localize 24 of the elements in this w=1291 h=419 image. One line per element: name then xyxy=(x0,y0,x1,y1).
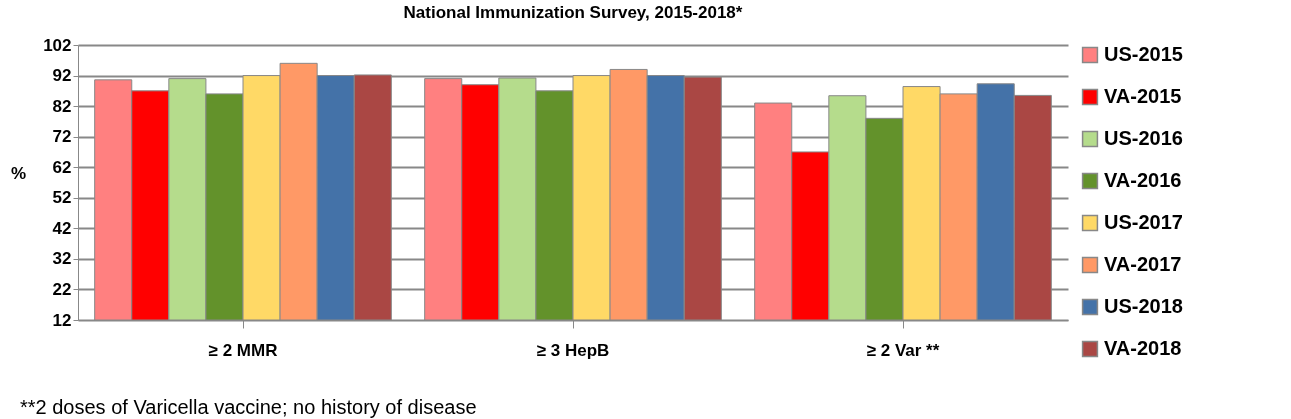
y-tick-label: 12 xyxy=(52,310,72,330)
legend-label: US-2017 xyxy=(1104,211,1183,233)
chart-title: National Immunization Survey, 2015-2018* xyxy=(403,3,743,22)
y-tick-label: 62 xyxy=(52,157,72,177)
x-tick-label: ≥ 2 Var ** xyxy=(866,340,940,360)
y-tick-label: 32 xyxy=(52,249,72,269)
y-axis-title: % xyxy=(10,163,27,183)
legend-label: VA-2015 xyxy=(1104,85,1182,107)
legend-label: VA-2016 xyxy=(1104,169,1182,191)
legend-label: US-2018 xyxy=(1104,295,1183,317)
y-tick-label: 52 xyxy=(52,188,72,208)
legend-label: VA-2017 xyxy=(1104,253,1182,275)
y-tick-label: 42 xyxy=(52,218,72,238)
legend-label: US-2015 xyxy=(1104,43,1183,65)
x-tick-label: ≥ 3 HepB xyxy=(536,340,610,360)
y-tick-label: 102 xyxy=(43,35,72,55)
y-tick-label: 72 xyxy=(52,127,72,147)
legend-label: VA-2018 xyxy=(1104,337,1182,359)
legend-label: US-2016 xyxy=(1104,127,1183,149)
y-tick-label: 82 xyxy=(52,96,72,116)
y-tick-label: 22 xyxy=(52,279,72,299)
y-tick-label: 92 xyxy=(52,66,72,86)
x-tick-label: ≥ 2 MMR xyxy=(208,340,278,360)
text: **2 doses of Varicella vaccine; no history of disease xyxy=(20,396,477,419)
